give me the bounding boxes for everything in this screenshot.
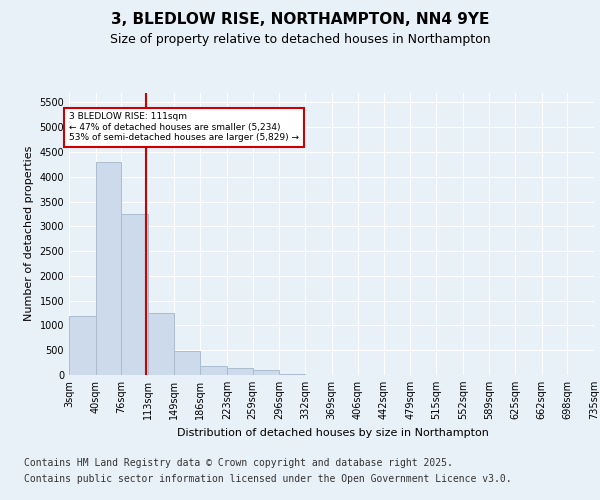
Bar bbox=[174, 351, 200, 375]
Text: Contains public sector information licensed under the Open Government Licence v3: Contains public sector information licen… bbox=[24, 474, 512, 484]
Y-axis label: Number of detached properties: Number of detached properties bbox=[24, 146, 34, 322]
Bar bbox=[279, 374, 305, 375]
Bar bbox=[69, 316, 95, 375]
Bar bbox=[95, 162, 121, 375]
Bar bbox=[253, 370, 279, 375]
Text: 3, BLEDLOW RISE, NORTHAMPTON, NN4 9YE: 3, BLEDLOW RISE, NORTHAMPTON, NN4 9YE bbox=[111, 12, 489, 28]
Bar bbox=[200, 366, 227, 375]
Text: Size of property relative to detached houses in Northampton: Size of property relative to detached ho… bbox=[110, 32, 490, 46]
Bar bbox=[121, 214, 148, 375]
Text: 3 BLEDLOW RISE: 111sqm
← 47% of detached houses are smaller (5,234)
53% of semi-: 3 BLEDLOW RISE: 111sqm ← 47% of detached… bbox=[69, 112, 299, 142]
Bar bbox=[148, 313, 174, 375]
Bar bbox=[227, 368, 253, 375]
Text: Contains HM Land Registry data © Crown copyright and database right 2025.: Contains HM Land Registry data © Crown c… bbox=[24, 458, 453, 468]
Text: Distribution of detached houses by size in Northampton: Distribution of detached houses by size … bbox=[177, 428, 489, 438]
